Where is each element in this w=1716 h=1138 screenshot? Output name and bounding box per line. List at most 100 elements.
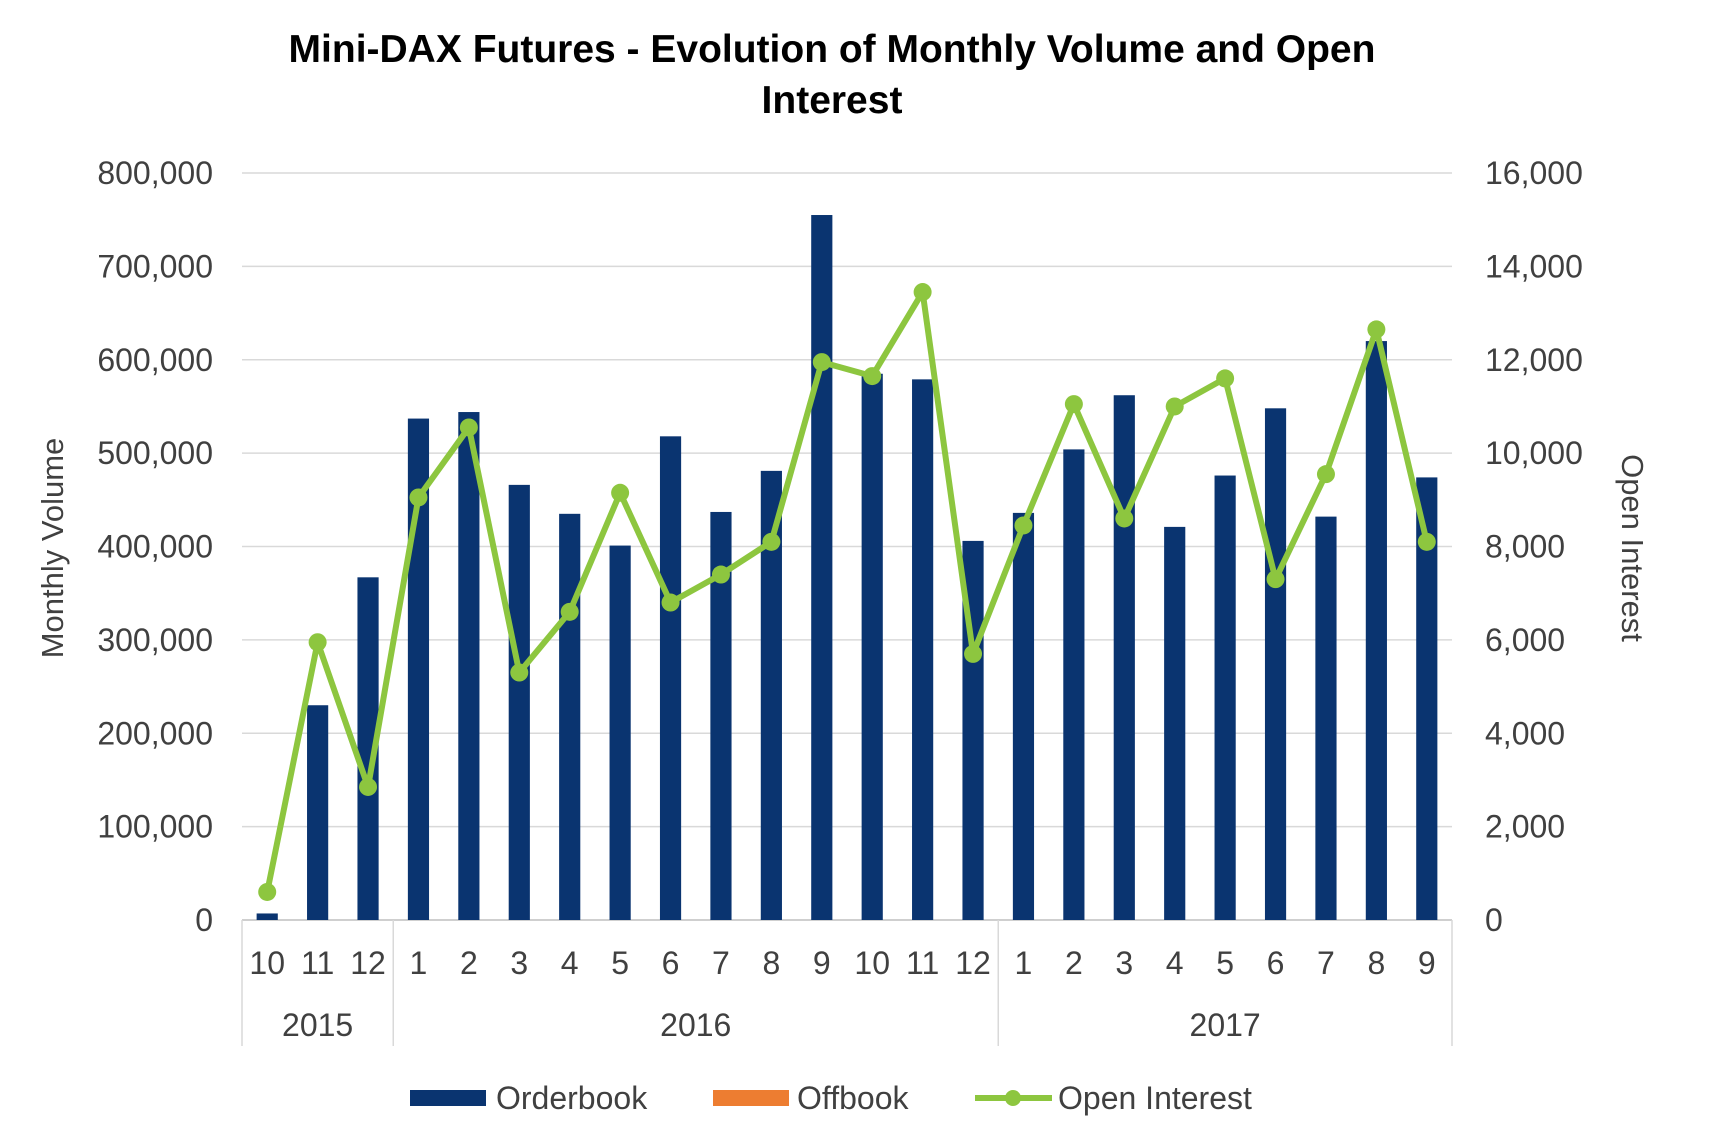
left-axis-ticks: 0 100,000 200,000 300,000 400,000 500,000 600,… bbox=[97, 155, 213, 938]
left-axis-label: Monthly Volume bbox=[35, 438, 70, 659]
orderbook-bar bbox=[1113, 395, 1135, 920]
left-tick-label: 0 bbox=[195, 902, 213, 938]
open-interest-marker bbox=[1316, 465, 1335, 484]
open-interest-marker bbox=[1165, 397, 1184, 416]
left-tick-label: 300,000 bbox=[97, 622, 213, 658]
orderbook-bar bbox=[458, 412, 480, 920]
left-tick-label: 700,000 bbox=[97, 248, 213, 284]
right-axis-ticks: 0 2,000 4,000 6,000 8,000 10,000 12,000 14,000 1… bbox=[1485, 155, 1583, 938]
year-label: 2016 bbox=[660, 1007, 731, 1043]
open-interest-marker bbox=[308, 633, 327, 652]
open-interest-marker bbox=[510, 663, 529, 682]
orderbook-bar bbox=[357, 577, 379, 920]
month-tick-label: 2 bbox=[1065, 945, 1083, 981]
month-tick-label: 7 bbox=[712, 945, 730, 981]
gridlines bbox=[242, 172, 1452, 921]
month-tick-label: 10 bbox=[854, 945, 890, 981]
month-tick-label: 5 bbox=[1216, 945, 1234, 981]
open-interest-marker bbox=[964, 644, 983, 663]
open-interest-marker bbox=[560, 602, 579, 621]
legend-swatch-orderbook bbox=[410, 1090, 486, 1106]
month-tick-label: 6 bbox=[1267, 945, 1285, 981]
legend: Orderbook Offbook Open Interest bbox=[410, 1080, 1252, 1116]
month-tick-label: 3 bbox=[1115, 945, 1133, 981]
orderbook-bar bbox=[1164, 526, 1186, 920]
right-tick-label: 16,000 bbox=[1485, 155, 1583, 191]
orderbook-bar bbox=[1315, 516, 1337, 920]
open-interest-marker bbox=[611, 483, 630, 502]
open-interest-marker bbox=[1417, 532, 1436, 551]
left-tick-label: 800,000 bbox=[97, 155, 213, 191]
orderbook-bar bbox=[1365, 341, 1387, 920]
orderbook-bar bbox=[1063, 449, 1085, 920]
orderbook-bar bbox=[710, 511, 732, 920]
open-interest-marker bbox=[409, 488, 428, 507]
open-interest-marker bbox=[863, 367, 882, 386]
year-label: 2017 bbox=[1190, 1007, 1261, 1043]
open-interest-marker bbox=[459, 418, 478, 437]
open-interest-marker bbox=[711, 565, 730, 584]
month-tick-label: 2 bbox=[460, 945, 478, 981]
right-tick-label: 0 bbox=[1485, 902, 1503, 938]
left-tick-label: 600,000 bbox=[97, 342, 213, 378]
open-interest-marker bbox=[1115, 509, 1134, 528]
month-tick-label: 11 bbox=[906, 945, 939, 981]
right-axis-label: Open Interest bbox=[1615, 454, 1650, 642]
left-tick-label: 400,000 bbox=[97, 529, 213, 565]
month-tick-label: 3 bbox=[510, 945, 528, 981]
right-tick-label: 8,000 bbox=[1485, 529, 1565, 565]
open-interest-marker bbox=[1266, 570, 1285, 589]
left-tick-label: 200,000 bbox=[97, 715, 213, 751]
right-tick-label: 12,000 bbox=[1485, 342, 1583, 378]
open-interest-marker bbox=[1216, 369, 1235, 388]
legend-marker-open-interest bbox=[1005, 1090, 1021, 1106]
orderbook-bar bbox=[760, 470, 782, 920]
open-interest-marker bbox=[812, 353, 831, 372]
right-tick-label: 14,000 bbox=[1485, 248, 1583, 284]
orderbook-bar bbox=[559, 513, 581, 920]
open-interest-marker bbox=[913, 283, 932, 302]
orderbook-bar bbox=[912, 379, 934, 920]
month-tick-label: 9 bbox=[813, 945, 831, 981]
right-tick-label: 4,000 bbox=[1485, 715, 1565, 751]
orderbook-bars bbox=[256, 215, 1438, 921]
month-tick-label: 9 bbox=[1418, 945, 1436, 981]
orderbook-bar bbox=[307, 705, 329, 920]
month-tick-label: 1 bbox=[1015, 945, 1033, 981]
orderbook-bar bbox=[1012, 512, 1035, 920]
month-tick-label: 7 bbox=[1317, 945, 1335, 981]
right-tick-label: 10,000 bbox=[1485, 435, 1583, 471]
orderbook-bar bbox=[256, 913, 278, 920]
orderbook-bar bbox=[609, 545, 631, 920]
open-interest-polyline bbox=[264, 289, 1430, 893]
month-tick-label: 4 bbox=[1166, 945, 1184, 981]
open-interest-marker bbox=[359, 777, 378, 796]
year-label: 2015 bbox=[282, 1007, 353, 1043]
chart-title-line2: Interest bbox=[762, 79, 903, 122]
orderbook-bar bbox=[508, 484, 530, 920]
chart-title-line1: Mini-DAX Futures - Evolution of Monthly … bbox=[289, 28, 1376, 71]
month-tick-label: 8 bbox=[762, 945, 780, 981]
month-tick-label: 12 bbox=[350, 945, 386, 981]
open-interest-marker bbox=[1064, 395, 1083, 414]
open-interest-marker bbox=[1367, 320, 1386, 339]
open-interest-marker bbox=[762, 532, 781, 551]
legend-label-open-interest: Open Interest bbox=[1058, 1080, 1252, 1116]
right-tick-label: 2,000 bbox=[1485, 809, 1565, 845]
open-interest-marker bbox=[661, 593, 680, 612]
orderbook-bar bbox=[811, 215, 833, 921]
month-tick-label: 6 bbox=[662, 945, 680, 981]
open-interest-line bbox=[258, 283, 1436, 901]
legend-swatch-offbook bbox=[713, 1090, 789, 1106]
open-interest-marker bbox=[258, 882, 277, 901]
legend-label-orderbook: Orderbook bbox=[496, 1080, 648, 1116]
orderbook-bar bbox=[861, 373, 883, 921]
orderbook-bar bbox=[1416, 477, 1438, 920]
month-tick-label: 10 bbox=[249, 945, 285, 981]
legend-label-offbook: Offbook bbox=[797, 1080, 909, 1116]
right-tick-label: 6,000 bbox=[1485, 622, 1565, 658]
left-tick-label: 100,000 bbox=[97, 809, 213, 845]
